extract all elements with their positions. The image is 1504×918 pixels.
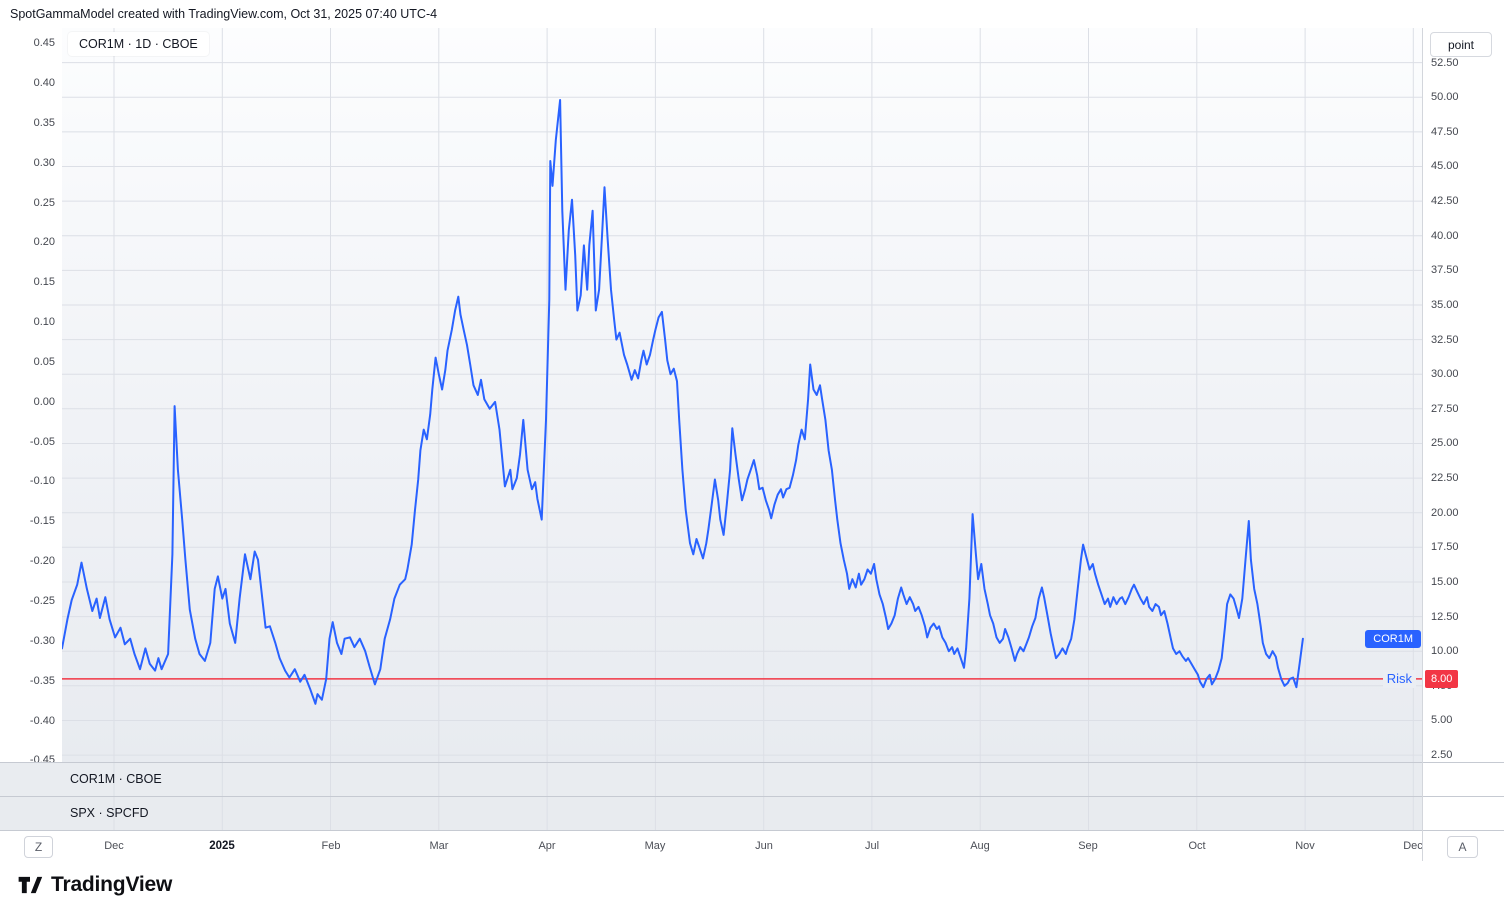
right-axis-tick: 47.50 (1431, 126, 1459, 138)
tradingview-logo[interactable]: TradingView (17, 873, 172, 897)
right-axis-tick: 42.50 (1431, 195, 1459, 207)
price-unit-button[interactable]: point (1430, 32, 1492, 57)
pane-separator[interactable] (0, 796, 1504, 797)
left-axis-tick: 0.40 (33, 77, 55, 89)
left-axis-tick: 0.45 (33, 37, 55, 49)
right-axis-tick: 35.00 (1431, 299, 1459, 311)
pane-cor1m-cboe[interactable] (0, 762, 1422, 796)
autoscale-button[interactable]: A (1447, 836, 1478, 858)
right-axis-tick: 22.50 (1431, 472, 1459, 484)
tradingview-logo-icon (18, 876, 43, 894)
time-axis-label: Nov (1295, 840, 1315, 852)
left-axis-tick: 0.00 (33, 396, 55, 408)
right-axis-tick: 2.50 (1431, 749, 1453, 761)
left-axis-tick: 0.15 (33, 276, 55, 288)
right-axis-tick: 32.50 (1431, 334, 1459, 346)
time-axis-label: Jun (755, 840, 773, 852)
right-axis-tick: 30.00 (1431, 368, 1459, 380)
left-axis-tick: -0.25 (29, 595, 55, 607)
left-axis-tick: -0.10 (29, 475, 55, 487)
price-scale-border (1422, 28, 1423, 861)
time-axis-label: Dec (104, 840, 124, 852)
left-axis-tick: 0.05 (33, 356, 55, 368)
right-axis-tick: 15.00 (1431, 576, 1459, 588)
time-axis-label: Apr (538, 840, 556, 852)
pane-separator[interactable] (0, 762, 1504, 763)
left-axis-tick: -0.05 (29, 436, 55, 448)
pane-legend-spx: SPX · SPCFD (70, 806, 149, 820)
timezone-button[interactable]: Z (24, 836, 53, 858)
right-axis-tick: 27.50 (1431, 403, 1459, 415)
right-axis-tick: 52.50 (1431, 57, 1459, 69)
right-axis-tick: 45.00 (1431, 160, 1459, 172)
right-axis-tick: 5.00 (1431, 714, 1453, 726)
time-axis-label: Feb (321, 840, 341, 852)
footer: TradingView (0, 861, 1504, 918)
left-axis-tick: 0.25 (33, 197, 55, 209)
time-axis-label: 2025 (209, 840, 235, 852)
left-axis-tick: 0.30 (33, 157, 55, 169)
left-axis-tick: -0.30 (29, 635, 55, 647)
chart-attribution: SpotGammaModel created with TradingView.… (10, 7, 438, 21)
left-axis-tick: -0.20 (29, 555, 55, 567)
cor1m-series-badge: COR1M (1365, 630, 1421, 648)
right-axis-tick: 20.00 (1431, 507, 1459, 519)
left-axis-tick: -0.15 (29, 515, 55, 527)
left-axis-tick: -0.40 (29, 715, 55, 727)
right-axis-tick: 17.50 (1431, 541, 1459, 553)
right-axis-tick: 25.00 (1431, 437, 1459, 449)
left-axis-tick: 0.35 (33, 117, 55, 129)
right-axis-tick: 10.00 (1431, 645, 1459, 657)
right-axis-tick: 12.50 (1431, 611, 1459, 623)
left-price-scale[interactable]: 0.45 0.40 0.35 0.30 0.25 0.20 0.15 0.10 0.05 0.00… (0, 28, 62, 766)
left-axis-tick: 0.10 (33, 316, 55, 328)
right-axis-tick: 40.00 (1431, 230, 1459, 242)
time-scale-separator (0, 830, 1504, 831)
time-axis-label: May (644, 840, 666, 852)
right-price-scale[interactable]: point 52.50 50.00 47.50 45.00 42.50 40.00 37.5… (1423, 28, 1504, 762)
time-axis-label: Aug (970, 840, 990, 852)
left-axis-tick: -0.45 (29, 754, 55, 766)
pane-legend-cor1m: COR1M · CBOE (70, 772, 162, 786)
main-pane-legend[interactable]: COR1M · 1D · CBOE (68, 32, 209, 56)
left-axis-tick: -0.35 (29, 675, 55, 687)
time-axis-label: Mar (429, 840, 449, 852)
time-axis-label: Dec (1403, 840, 1423, 852)
risk-price-badge: 8.00 (1425, 670, 1459, 688)
left-axis-tick: 0.20 (33, 236, 55, 248)
pane-spx-spcfd[interactable] (0, 796, 1422, 830)
time-scale[interactable]: Dec 2025 Feb Mar Apr May Jun Jul Aug Sep Oct Nov Dec (0, 831, 1504, 861)
time-axis-label: Jul (864, 840, 880, 852)
chart-plot-area[interactable] (62, 28, 1422, 762)
risk-line-label: Risk (1382, 670, 1416, 688)
tradingview-wordmark: TradingView (51, 873, 173, 896)
right-axis-tick: 37.50 (1431, 264, 1459, 276)
time-axis-label: Oct (1188, 840, 1206, 852)
right-axis-tick: 50.00 (1431, 91, 1459, 103)
time-axis-label: Sep (1078, 840, 1098, 852)
